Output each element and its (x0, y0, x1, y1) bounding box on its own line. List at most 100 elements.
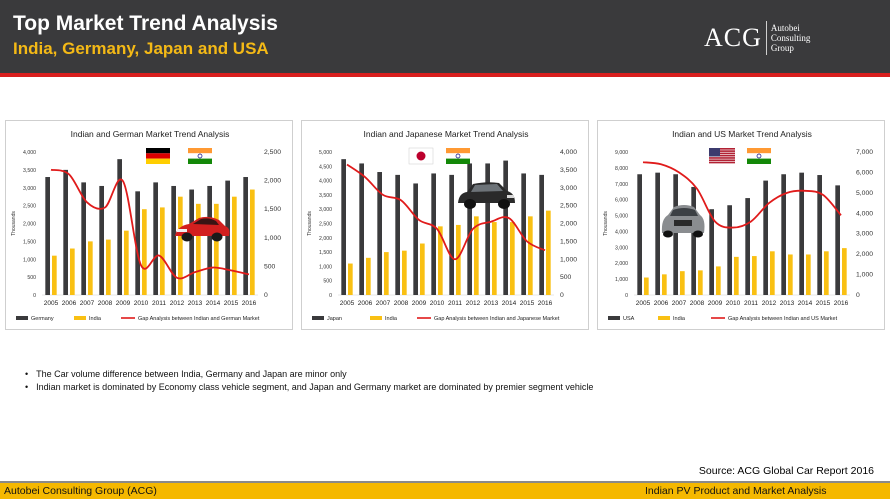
source-note: Source: ACG Global Car Report 2016 (698, 465, 874, 477)
y-tick-label: 2,500 (319, 222, 332, 228)
y-axis-title: Thousands (307, 211, 313, 236)
bar-india-2016 (842, 248, 847, 295)
x-tick-label: 2008 (690, 300, 705, 307)
x-tick-label: 2013 (780, 300, 795, 307)
flag-stripe (446, 148, 470, 154)
y2-tick-label: 3,000 (856, 231, 873, 238)
legend-swatch-india (658, 316, 670, 320)
y-tick-label: 6,000 (615, 198, 628, 204)
x-tick-label: 2006 (654, 300, 669, 307)
chart-panel-germany: Indian and German Market Trend Analysis 0… (5, 120, 293, 330)
y2-tick-label: 1,000 (856, 272, 873, 279)
y-tick-label: 3,500 (319, 193, 332, 199)
acg-logo: ACG Autobei Consulting Group (704, 20, 810, 56)
flag-stripe (146, 153, 170, 159)
y2-tick-label: 1,500 (264, 206, 281, 213)
bar-india-2007 (88, 241, 93, 295)
car-window (471, 184, 503, 192)
y2-tick-label: 3,500 (560, 167, 577, 174)
bar-germany-2007 (81, 182, 86, 295)
legend-label: India (89, 316, 102, 322)
logo-divider (765, 21, 767, 55)
bar-japan-2010 (431, 173, 436, 295)
bar-germany-2008 (99, 185, 104, 295)
x-tick-label: 2011 (448, 300, 462, 307)
bar-germany-2015 (225, 180, 230, 295)
x-tick-label: 2014 (502, 300, 517, 307)
y-tick-label: 1,000 (23, 257, 36, 263)
x-tick-label: 2007 (80, 300, 95, 307)
bar-usa-2005 (637, 174, 642, 295)
bar-usa-2010 (727, 205, 732, 295)
bar-india-2013 (492, 222, 497, 295)
bar-usa-2007 (673, 174, 678, 295)
x-tick-label: 2014 (798, 300, 813, 307)
finding-item: The Car volume difference between India,… (25, 369, 593, 379)
x-tick-label: 2014 (206, 300, 221, 307)
chart-panel-japan: Indian and Japanese Market Trend Analysi… (301, 120, 589, 330)
bar-germany-2012 (171, 185, 176, 295)
flag-stripe (446, 158, 470, 164)
y-tick-label: 1,000 (615, 277, 628, 283)
bar-germany-2005 (45, 177, 50, 295)
bar-india-2005 (644, 277, 649, 295)
y-axis-title: Thousands (603, 211, 609, 236)
flag-stripe (188, 158, 212, 164)
y2-tick-label: 0 (264, 292, 268, 299)
flag-chakra (756, 153, 762, 159)
bar-india-2015 (824, 251, 829, 295)
x-tick-label: 2015 (224, 300, 239, 307)
car-wheel (498, 199, 510, 209)
bar-india-2009 (124, 230, 129, 295)
x-tick-label: 2006 (358, 300, 373, 307)
header-bar: Top Market Trend Analysis India, Germany… (0, 0, 890, 73)
x-tick-label: 2011 (152, 300, 166, 307)
y2-tick-label: 500 (560, 274, 572, 281)
legend-swatch-usa (608, 316, 620, 320)
flag-stripe (146, 158, 170, 164)
bar-india-2016 (250, 189, 255, 295)
y2-tick-label: 6,000 (856, 169, 873, 176)
flag-sun (416, 151, 426, 161)
x-tick-label: 2015 (816, 300, 831, 307)
x-tick-label: 2008 (98, 300, 113, 307)
logo-main-text: ACG (704, 23, 762, 52)
silver-crossover-photo (661, 205, 705, 238)
bar-india-2016 (546, 210, 551, 295)
india-flag (188, 148, 212, 164)
gap-line-series (50, 168, 250, 280)
bar-india-2013 (196, 203, 201, 295)
bar-japan-2012 (467, 163, 472, 295)
usa-flag (709, 148, 735, 164)
bar-india-2008 (698, 270, 703, 295)
y-tick-label: 4,000 (615, 229, 628, 235)
car-wheel (211, 232, 223, 242)
y-tick-label: 8,000 (615, 166, 628, 172)
chart-title: Indian and US Market Trend Analysis (672, 129, 812, 139)
finding-item: Indian market is dominated by Economy cl… (25, 382, 593, 392)
y2-tick-label: 5,000 (856, 190, 873, 197)
flag-stripe (747, 153, 771, 159)
y-tick-label: 2,500 (23, 204, 36, 210)
bar-india-2014 (214, 203, 219, 295)
key-findings-list: The Car volume difference between India,… (25, 369, 593, 395)
flag-stripe (747, 158, 771, 164)
bar-india-2011 (456, 224, 461, 295)
x-tick-label: 2012 (762, 300, 777, 307)
bar-india-2015 (528, 216, 533, 295)
bar-india-2011 (752, 256, 757, 295)
red-jaguar-car-photo (175, 216, 230, 242)
x-tick-label: 2015 (520, 300, 535, 307)
y-tick-label: 3,000 (615, 245, 628, 251)
bar-germany-2016 (243, 177, 248, 295)
flag-chakra (455, 153, 461, 159)
bar-india-2011 (160, 207, 165, 295)
legend-label: Gap Analysis between Indian and Japanese… (434, 316, 560, 322)
legend-label: India (385, 316, 398, 322)
car-window (670, 208, 698, 216)
y2-tick-label: 2,000 (560, 221, 577, 228)
bar-india-2012 (474, 216, 479, 295)
y2-tick-label: 1,000 (560, 256, 577, 263)
x-tick-label: 2016 (242, 300, 257, 307)
flag-canton (709, 148, 720, 157)
